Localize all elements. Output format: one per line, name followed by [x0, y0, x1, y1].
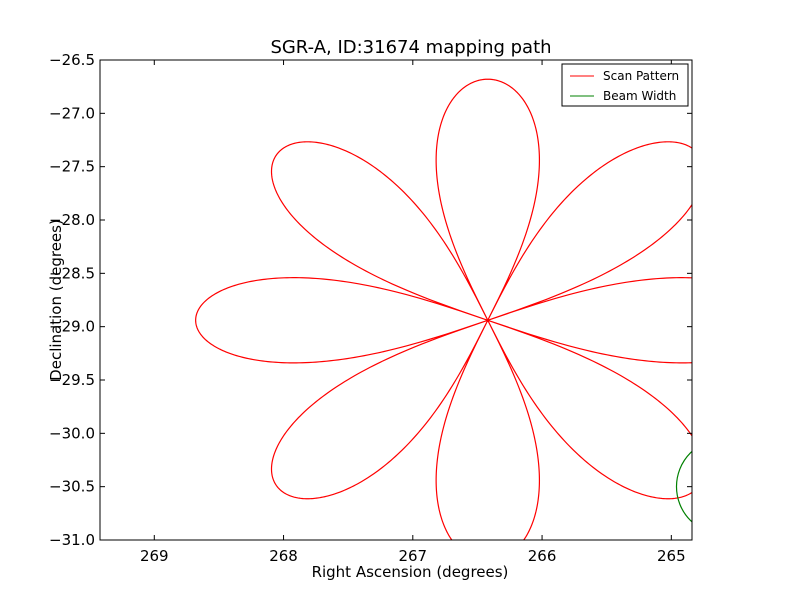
y-tick-label: −28.5 — [49, 264, 95, 282]
legend-label-beam-width: Beam Width — [603, 89, 676, 103]
plot-frame — [99, 59, 693, 541]
y-tick-label: −30.0 — [49, 424, 95, 442]
legend: Scan Pattern Beam Width — [561, 63, 689, 107]
y-tick-label: −30.5 — [49, 478, 95, 496]
scan-pattern-line — [195, 78, 692, 540]
chart-title: SGR-A, ID:31674 mapping path — [270, 37, 551, 58]
y-tick-label: −29.5 — [49, 371, 95, 389]
y-tick-label: −26.5 — [49, 51, 95, 69]
x-tick-label: 266 — [528, 547, 557, 565]
y-tick-label: −31.0 — [49, 531, 95, 549]
plot-area — [100, 60, 692, 540]
y-axis-ticks: −26.5 −27.0 −27.5 −28.0 −28.5 −29.0 −29.5 −30.0… — [49, 51, 692, 549]
legend-box — [561, 63, 689, 107]
y-tick-label: −28.0 — [49, 211, 95, 229]
y-tick-label: −27.5 — [49, 158, 95, 176]
x-axis-ticks: 269 268 267 266 265 — [140, 60, 686, 565]
x-tick-label: 267 — [398, 547, 427, 565]
y-tick-label: −27.0 — [49, 104, 95, 122]
y-tick-label: −29.0 — [49, 318, 95, 336]
y-axis-title: Declination (degrees) — [47, 219, 65, 381]
beam-width-circle — [675, 450, 692, 523]
series-layer — [195, 78, 692, 540]
x-tick-label: 268 — [269, 547, 298, 565]
x-axis-title: Right Ascension (degrees) — [312, 563, 509, 581]
x-tick-label: 269 — [140, 547, 169, 565]
x-tick-label: 265 — [657, 547, 686, 565]
legend-label-scan-pattern: Scan Pattern — [603, 69, 679, 83]
